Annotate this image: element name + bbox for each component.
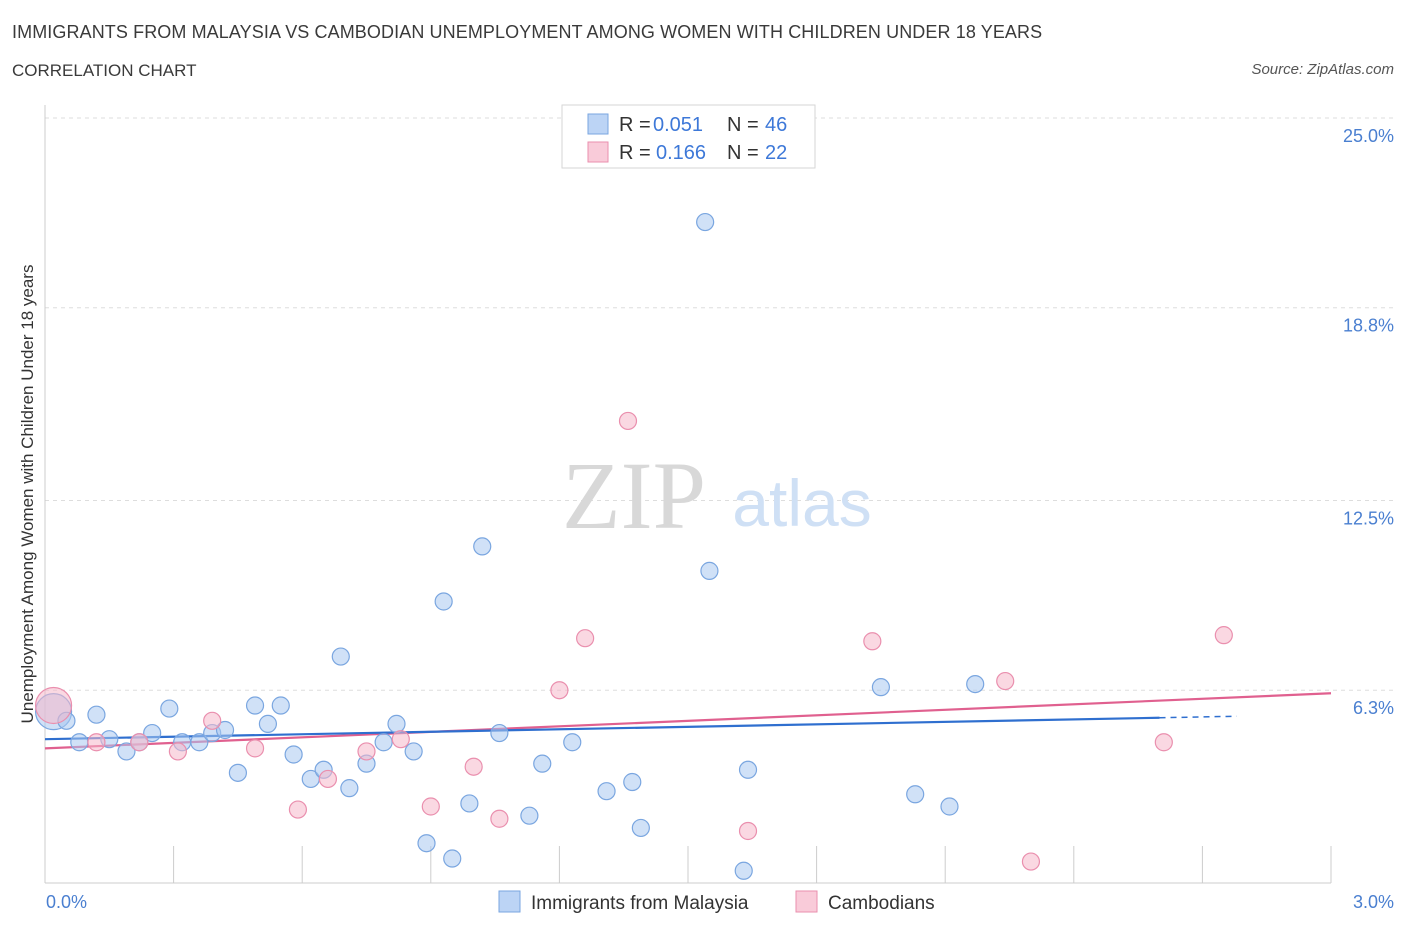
cambodians-point xyxy=(203,711,222,730)
cambodians-point xyxy=(318,769,338,789)
cambodians-point xyxy=(576,629,595,648)
cambodians-point xyxy=(863,632,882,651)
cambodians-point xyxy=(357,742,376,761)
malaysia-point xyxy=(70,733,89,752)
series-malaysia-points xyxy=(34,212,985,880)
malaysia-point xyxy=(563,733,582,752)
chart-subtitle: CORRELATION CHART xyxy=(12,61,197,80)
malaysia-point xyxy=(734,861,753,880)
y-tick-label: 25.0% xyxy=(1343,126,1394,146)
cambodians-point xyxy=(391,730,410,749)
legend-swatch-malaysia xyxy=(587,113,609,135)
malaysia-point xyxy=(460,794,479,813)
legend-n-label-2: N = xyxy=(727,142,759,164)
cambodians-point xyxy=(34,686,73,725)
malaysia-point xyxy=(143,723,162,743)
legend-n-value-2: 22 xyxy=(765,142,787,164)
malaysia-point xyxy=(387,714,406,733)
y-tick-labels: 6.3% 12.5% 18.8% 25.0% xyxy=(1343,126,1394,718)
malaysia-point xyxy=(696,212,715,232)
cambodians-point xyxy=(288,800,308,819)
cambodians-point xyxy=(168,742,187,761)
malaysia-point xyxy=(473,537,492,556)
x-tick-marks xyxy=(173,846,1332,883)
malaysia-point xyxy=(284,745,303,764)
malaysia-point xyxy=(404,742,423,761)
bottom-legend-label-cambodians: Cambodians xyxy=(828,893,935,914)
malaysia-point xyxy=(940,797,959,816)
cambodians-point xyxy=(1021,852,1041,871)
malaysia-point xyxy=(331,647,350,666)
bottom-legend-swatch-cambodians xyxy=(795,890,818,913)
malaysia-point xyxy=(520,806,539,825)
legend-r-value-2: 0.166 xyxy=(656,142,706,164)
malaysia-point xyxy=(966,674,985,694)
x-tick-label-max: 3.0% xyxy=(1353,892,1394,912)
trend-line-malaysia-extension xyxy=(1159,715,1237,719)
legend-r-label-1: R = xyxy=(619,114,651,136)
malaysia-point xyxy=(738,760,758,779)
cambodians-point xyxy=(1214,626,1233,645)
y-tick-label: 18.8% xyxy=(1343,316,1394,336)
cambodians-point xyxy=(490,809,509,828)
malaysia-point xyxy=(906,785,925,804)
series-cambodians-points xyxy=(34,411,1233,871)
legend-r-value-1: 0.051 xyxy=(653,114,703,136)
y-tick-label: 12.5% xyxy=(1343,509,1394,529)
malaysia-point xyxy=(228,763,247,782)
watermark-atlas: atlas xyxy=(732,466,871,540)
cambodians-point xyxy=(464,757,483,776)
legend-n-label-1: N = xyxy=(727,114,759,136)
grid-lines xyxy=(45,117,1394,691)
bottom-legend: Immigrants from Malaysia Cambodians xyxy=(498,890,935,914)
cambodians-point xyxy=(130,733,149,752)
malaysia-point xyxy=(631,818,650,838)
malaysia-point xyxy=(340,779,359,798)
cambodians-point xyxy=(87,733,106,752)
y-axis-label: Unemployment Among Women with Children U… xyxy=(18,265,37,724)
malaysia-point xyxy=(434,592,453,611)
x-tick-label-min: 0.0% xyxy=(46,892,87,912)
chart-title: IMMIGRANTS FROM MALAYSIA VS CAMBODIAN UN… xyxy=(12,22,1043,42)
cambodians-point xyxy=(618,411,638,431)
malaysia-point xyxy=(700,561,719,580)
malaysia-point xyxy=(623,772,642,792)
trend-lines xyxy=(44,692,1332,750)
y-tick-label: 6.3% xyxy=(1353,698,1394,718)
cambodians-point xyxy=(738,821,758,841)
malaysia-point xyxy=(271,696,290,715)
malaysia-point xyxy=(490,723,509,743)
legend-r-label-2: R = xyxy=(619,142,651,164)
cambodians-point xyxy=(245,739,265,758)
malaysia-point xyxy=(443,849,462,868)
malaysia-point xyxy=(533,754,552,773)
legend-swatch-cambodians xyxy=(587,141,609,163)
source-label: Source: ZipAtlas.com xyxy=(1251,61,1394,78)
cambodians-point xyxy=(421,797,440,816)
legend-box: R = 0.051 N = 46 R = 0.166 N = 22 xyxy=(561,104,816,169)
cambodians-point xyxy=(550,681,569,700)
malaysia-point xyxy=(374,733,393,752)
malaysia-point xyxy=(258,714,278,733)
malaysia-point xyxy=(160,699,179,718)
malaysia-point xyxy=(417,834,436,853)
malaysia-point xyxy=(190,733,209,752)
trend-line-cambodians xyxy=(44,692,1332,750)
malaysia-point xyxy=(87,705,106,724)
cambodians-point xyxy=(1154,733,1173,752)
malaysia-point xyxy=(597,782,616,801)
watermark-zip: ZIP xyxy=(562,442,706,549)
legend-n-value-1: 46 xyxy=(765,114,787,136)
bottom-legend-swatch-malaysia xyxy=(498,890,521,913)
malaysia-point xyxy=(117,742,136,761)
malaysia-point xyxy=(245,696,265,715)
malaysia-point xyxy=(215,720,235,740)
malaysia-point xyxy=(871,678,891,697)
bottom-legend-label-malaysia: Immigrants from Malaysia xyxy=(531,893,749,914)
cambodians-point xyxy=(996,671,1015,691)
